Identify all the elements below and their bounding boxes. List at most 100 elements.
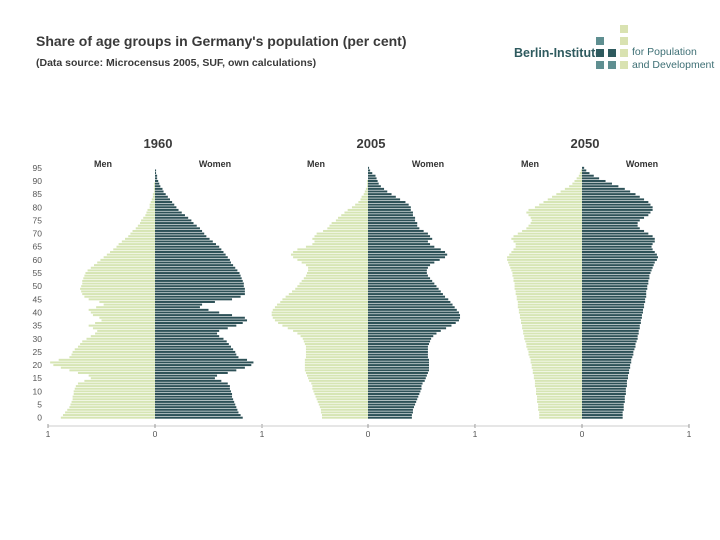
women-bar <box>582 240 655 243</box>
men-bar <box>524 337 582 340</box>
women-bar <box>368 416 412 419</box>
logo-square-icon <box>620 61 628 69</box>
women-bar <box>155 408 238 411</box>
men-bar <box>82 279 155 282</box>
men-bar <box>116 245 155 248</box>
men-bar <box>65 411 155 414</box>
men-bar <box>145 214 155 217</box>
men-bar <box>314 240 368 243</box>
men-bar <box>533 374 582 377</box>
women-bar <box>155 272 240 275</box>
men-bar <box>515 243 582 246</box>
women-bar <box>155 290 245 293</box>
women-bar <box>155 295 241 298</box>
men-bar <box>301 279 368 282</box>
women-bar <box>368 237 433 240</box>
women-bar <box>368 335 434 338</box>
women-bar <box>368 332 437 335</box>
women-bar <box>582 193 636 196</box>
women-bar <box>155 379 222 382</box>
women-bar <box>368 358 429 361</box>
women-bar <box>582 414 623 417</box>
x-tick-label: 0 <box>580 429 585 439</box>
men-bar <box>522 324 582 327</box>
women-bar <box>368 282 435 285</box>
women-bar <box>368 208 411 211</box>
women-bar <box>155 337 224 340</box>
women-bar <box>368 303 453 306</box>
men-bar <box>277 303 368 306</box>
women-bar <box>582 256 658 259</box>
men-bar <box>304 369 368 372</box>
women-bar <box>155 227 200 230</box>
men-bar <box>531 219 582 222</box>
men-bar <box>70 403 155 406</box>
men-bar <box>516 295 582 298</box>
women-bar <box>155 258 230 261</box>
women-bar <box>155 264 234 267</box>
women-bar <box>582 195 640 198</box>
men-bar <box>511 237 582 240</box>
men-bar <box>83 277 155 280</box>
women-bar <box>368 287 439 290</box>
women-bar <box>368 245 435 248</box>
men-bar <box>82 282 155 285</box>
women-bar <box>582 250 655 253</box>
men-bar <box>539 411 582 414</box>
women-bar <box>582 219 640 222</box>
men-bar <box>344 211 368 214</box>
men-bar <box>137 224 155 227</box>
women-bar <box>368 172 373 175</box>
women-bar <box>368 340 431 343</box>
men-bar <box>537 400 582 403</box>
men-bar <box>69 356 155 359</box>
men-bar <box>125 237 155 240</box>
women-bar <box>155 256 228 259</box>
men-bar <box>519 316 582 319</box>
men-bar <box>99 300 155 303</box>
men-bar <box>528 214 582 217</box>
women-bar <box>582 269 652 272</box>
men-bar <box>304 343 368 346</box>
women-bar <box>368 261 435 264</box>
women-bar <box>155 311 220 314</box>
women-bar <box>155 250 224 253</box>
women-bar <box>368 350 428 353</box>
age-tick-label: 55 <box>33 268 43 278</box>
men-bar <box>149 203 155 206</box>
age-tick-label: 0 <box>37 413 42 423</box>
women-bar <box>582 174 594 177</box>
men-bar <box>355 203 368 206</box>
men-bar <box>522 229 582 232</box>
men-bar <box>514 285 582 288</box>
logo-square-icon <box>620 37 628 45</box>
women-bar <box>155 327 228 330</box>
men-bar <box>531 364 582 367</box>
women-bar <box>368 277 431 280</box>
men-bar <box>514 287 582 290</box>
women-bar <box>155 306 200 309</box>
men-bar <box>90 311 155 314</box>
women-bar <box>155 382 228 385</box>
men-bar <box>103 303 155 306</box>
women-bar <box>368 361 429 364</box>
men-bar <box>293 329 368 332</box>
women-bar <box>582 290 647 293</box>
men-bar <box>282 298 368 301</box>
women-bar <box>582 282 649 285</box>
women-bar <box>582 266 653 269</box>
women-bar <box>368 198 401 201</box>
women-bar <box>582 295 647 298</box>
men-bar <box>327 227 368 230</box>
men-bar <box>87 269 155 272</box>
women-bar <box>582 332 639 335</box>
women-bar <box>155 387 230 390</box>
men-bar <box>318 403 368 406</box>
men-bar <box>538 408 582 411</box>
women-bar <box>582 377 629 380</box>
women-bar <box>582 208 653 211</box>
men-bar <box>363 193 368 196</box>
women-bar <box>155 195 168 198</box>
women-bar <box>582 400 625 403</box>
